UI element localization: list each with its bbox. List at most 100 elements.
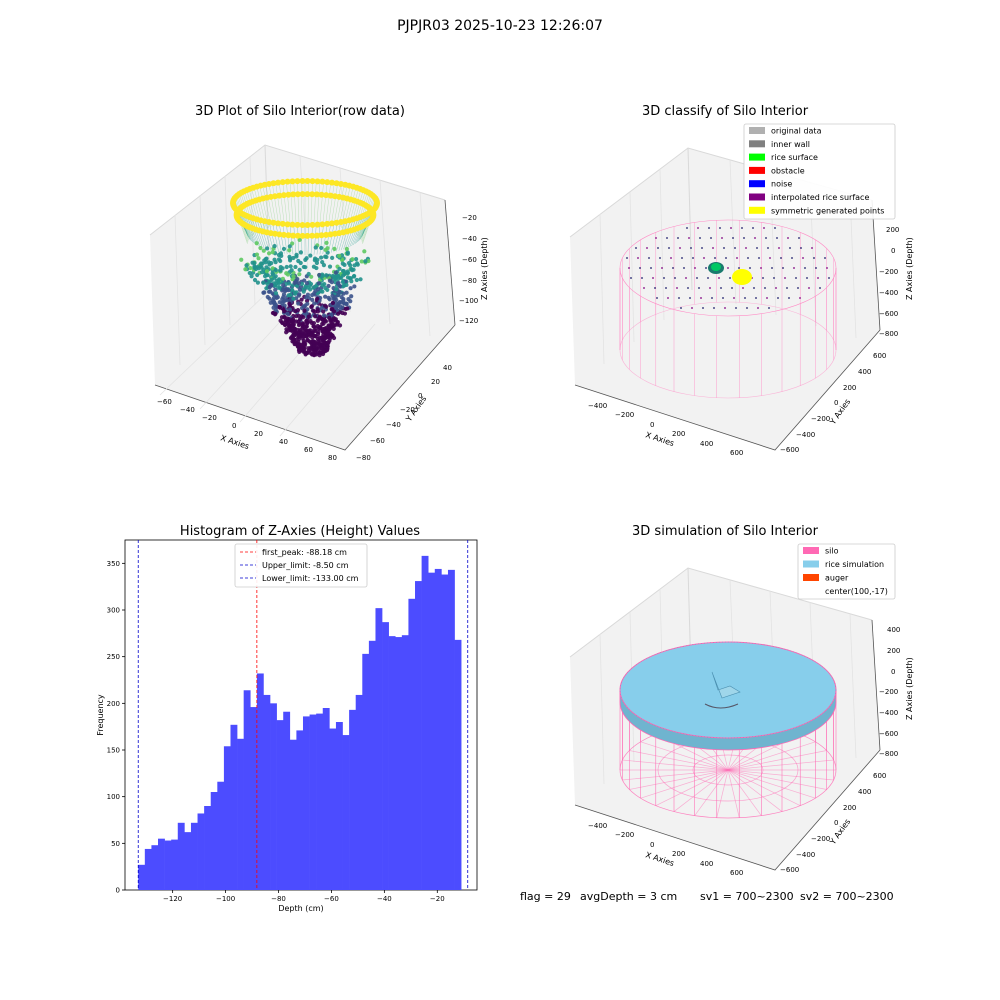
simulation-y-tick: −200 <box>811 835 830 843</box>
classify-z-tick: −800 <box>879 330 898 338</box>
raw-point <box>261 248 266 253</box>
raw-scan-line <box>313 224 317 255</box>
classify-legend-label: inner wall <box>771 140 810 149</box>
raw-scan-line <box>307 224 310 255</box>
raw-point <box>305 301 310 306</box>
raw-scan-line <box>265 184 274 227</box>
classify-silo-wireframe <box>619 219 837 399</box>
raw-point <box>297 329 302 334</box>
classify-surface-point <box>701 247 703 249</box>
raw-point <box>303 327 308 332</box>
classify-x-tick: −400 <box>588 402 607 410</box>
raw-point <box>286 323 291 328</box>
simulation-floor-spoke <box>727 769 827 790</box>
raw-z-ticks: −20 −40 −60 −80 −100 −120 <box>459 214 478 325</box>
raw-point <box>340 310 345 316</box>
raw-point <box>313 328 318 334</box>
raw-point <box>309 274 314 279</box>
raw-point <box>291 296 296 301</box>
raw-point <box>284 264 289 270</box>
classify-surface-point <box>734 247 736 249</box>
raw-x-tick: 60 <box>304 446 313 454</box>
histogram-x-ticks: −120 −100 −80 −60 −40 −20 <box>163 890 445 903</box>
histogram-y-tick-label: 100 <box>107 793 120 801</box>
histogram-bar <box>408 598 416 890</box>
classify-legend-swatch <box>749 127 765 134</box>
raw-rim-point <box>299 191 306 198</box>
classify-surface-point <box>710 237 712 239</box>
raw-rim-point <box>304 191 311 198</box>
simulation-y-tick: 600 <box>873 772 886 780</box>
raw-point <box>290 241 295 246</box>
raw-point <box>327 315 332 320</box>
histogram-bar <box>210 792 218 890</box>
raw-x-tick: 80 <box>328 454 337 462</box>
simulation-rice-surface <box>619 641 837 751</box>
raw-point <box>301 289 306 294</box>
classify-surface-point <box>800 247 802 249</box>
raw-point <box>278 251 284 256</box>
simulation-z-tick: 200 <box>887 647 900 655</box>
raw-point <box>258 264 263 269</box>
histogram-bar <box>375 608 383 890</box>
histogram-bar <box>197 813 205 890</box>
simulation-plot-title: 3D simulation of Silo Interior <box>632 524 818 539</box>
classify-z-tick: −400 <box>879 289 898 297</box>
classify-surface-point <box>722 297 724 299</box>
simulation-floor-spoke <box>716 769 729 818</box>
raw-scan-line <box>244 190 257 234</box>
histogram-bar <box>177 822 185 890</box>
classify-x-tick: 600 <box>730 449 743 457</box>
raw-scan-line <box>265 221 274 252</box>
simulation-z-tick: −800 <box>879 750 898 758</box>
raw-point <box>343 306 348 311</box>
raw-point <box>239 257 244 262</box>
raw-rim-point <box>280 192 287 199</box>
raw-point <box>271 300 276 305</box>
raw-rim-point <box>280 231 287 238</box>
raw-rim-point <box>276 231 283 238</box>
histogram-bar <box>256 673 264 890</box>
classify-surface-point <box>795 277 797 279</box>
classify-surface-point <box>639 267 641 269</box>
raw-point <box>322 340 327 345</box>
histogram-y-tick-label: 350 <box>107 560 120 568</box>
raw-point <box>337 253 342 258</box>
histogram-bar <box>388 636 396 890</box>
classify-surface-point <box>705 267 707 269</box>
raw-point <box>281 282 286 288</box>
raw-rim-point <box>304 178 311 185</box>
classify-legend-label: symmetric generated points <box>771 206 884 215</box>
raw-point <box>322 329 327 335</box>
classify-surface-point <box>811 247 813 249</box>
raw-point <box>325 340 331 345</box>
raw-point <box>292 290 297 295</box>
histogram-bar <box>454 639 462 890</box>
raw-rim-point <box>309 232 316 239</box>
simulation-x-axis-label: X Axies <box>644 850 675 868</box>
histogram-y-axis-label: Frequency <box>96 694 105 736</box>
raw-point <box>324 240 329 245</box>
classify-surface-point <box>828 277 830 279</box>
classify-surface-point <box>670 257 672 259</box>
histogram-legend-label: first_peak: -88.18 cm <box>262 548 347 557</box>
raw-scan-line <box>259 220 269 251</box>
simulation-y-tick: −600 <box>780 866 799 874</box>
histogram-x-axis-label: Depth (cm) <box>278 904 323 913</box>
raw-point <box>287 307 293 312</box>
raw-point <box>320 351 326 357</box>
histogram-x-tick-label: −40 <box>377 895 392 903</box>
histogram-bar <box>223 746 231 890</box>
classify-surface-point <box>668 247 670 249</box>
raw-point <box>287 301 292 306</box>
raw-point <box>249 274 254 279</box>
raw-point <box>340 261 345 266</box>
raw-point <box>287 258 293 263</box>
raw-point <box>297 267 302 273</box>
simulation-floor-spoke <box>694 769 729 816</box>
classify-surface-point <box>808 287 810 289</box>
raw-point <box>284 330 289 335</box>
classify-surface-point <box>775 287 777 289</box>
classify-z-ticks: 200 0 −200 −400 −600 −800 <box>879 226 899 338</box>
